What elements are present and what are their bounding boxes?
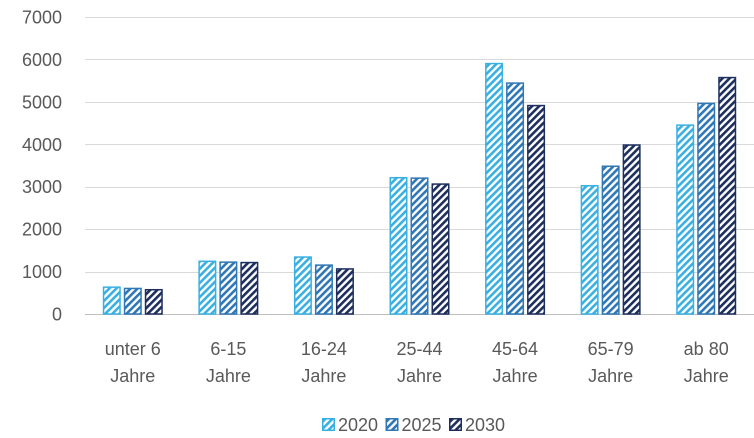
y-axis-tick-labels: 0 1000 2000 3000 4000 5000 6000 7000	[22, 8, 62, 325]
y-tick-label: 7000	[22, 8, 62, 28]
x-category-label: 6-15 Jahre	[205, 339, 251, 386]
bar-2020-5	[580, 185, 599, 315]
bar-2025-2	[314, 264, 333, 315]
legend-item-2025: 2025	[385, 415, 442, 435]
bar-2030-1	[240, 261, 259, 315]
x-category-label: ab 80 Jahre	[683, 339, 729, 386]
bar-2025-4	[506, 82, 525, 315]
bar-2025-5	[601, 165, 620, 315]
x-category-label: 16-24 Jahre	[300, 339, 347, 386]
y-tick-label: 1000	[22, 262, 62, 282]
x-category-label: 65-79 Jahre	[587, 339, 634, 386]
bars	[102, 62, 737, 315]
bar-2030-2	[335, 268, 354, 315]
y-tick-label: 3000	[22, 177, 62, 197]
bar-2025-6	[697, 102, 716, 315]
x-category-label: unter 6 Jahre	[104, 339, 161, 386]
y-tick-label: 4000	[22, 135, 62, 155]
bar-2025-3	[410, 177, 429, 315]
bar-2030-3	[431, 183, 450, 315]
bar-2020-0	[102, 286, 121, 315]
legend-label: 2025	[402, 415, 442, 435]
bar-2020-6	[676, 124, 695, 315]
bar-2030-4	[527, 104, 546, 315]
y-tick-label: 6000	[22, 50, 62, 70]
x-category-label: 45-64 Jahre	[492, 339, 539, 386]
legend: 2020 2025 2030	[322, 415, 505, 435]
bar-2030-0	[144, 288, 163, 315]
y-tick-label: 5000	[22, 92, 62, 112]
legend-item-2020: 2020	[322, 415, 378, 435]
legend-label: 2020	[338, 415, 378, 435]
bar-2020-4	[485, 62, 504, 315]
legend-swatch	[449, 418, 462, 431]
bar-2020-2	[293, 256, 312, 315]
bar-2030-5	[622, 144, 641, 315]
y-tick-label: 0	[52, 305, 62, 325]
legend-swatch	[322, 418, 335, 431]
bar-2020-3	[389, 176, 408, 315]
bar-2030-6	[718, 76, 737, 315]
bar-2025-1	[219, 261, 238, 315]
bar-2020-1	[198, 260, 217, 315]
y-tick-label: 2000	[22, 220, 62, 240]
legend-item-2030: 2030	[449, 415, 505, 435]
legend-swatch	[385, 418, 399, 431]
x-category-label: 25-44 Jahre	[396, 339, 443, 386]
legend-label: 2030	[465, 415, 505, 435]
bar-2025-0	[123, 287, 142, 315]
